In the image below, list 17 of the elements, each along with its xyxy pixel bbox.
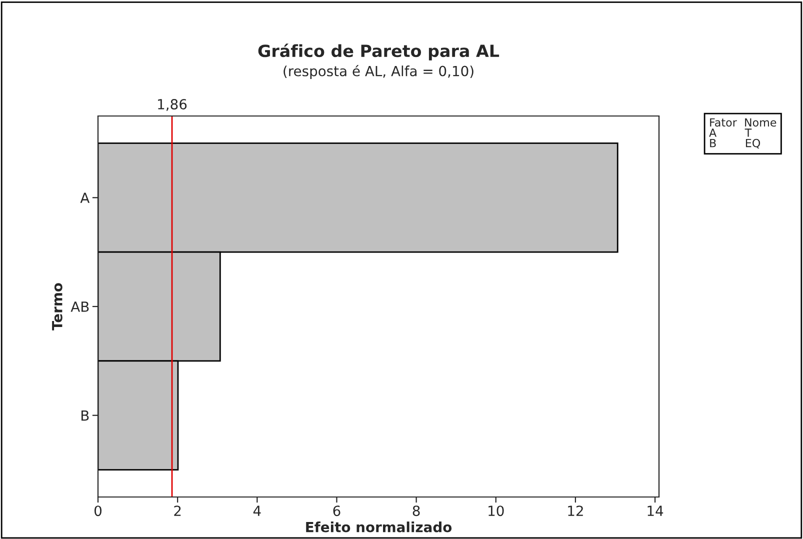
y-tick-label: A: [80, 192, 90, 203]
x-tick-label: 14: [648, 506, 664, 516]
x-tick-label: 0: [94, 506, 102, 516]
x-tick-label: 8: [412, 506, 420, 516]
x-tick-label: 2: [174, 506, 181, 516]
x-axis-title: Efeito normalizado: [306, 522, 452, 532]
y-tick-label: AB: [70, 302, 89, 312]
x-tick-label: 4: [253, 506, 261, 516]
x-tick-label: 6: [333, 506, 340, 516]
x-tick-label: 12: [568, 506, 583, 516]
chart-subtitle: (resposta é AL, Alfa = 0,10): [284, 65, 474, 79]
chart-title: Gráfico de Pareto para AL: [258, 44, 500, 60]
ref-line-label: 1,86: [158, 98, 187, 111]
text: Fator Nome A T B EQ: [709, 118, 776, 149]
x-tick-label: 10: [488, 506, 504, 516]
y-axis-title: Termo: [52, 283, 62, 330]
y-tick-label: B: [82, 410, 89, 421]
